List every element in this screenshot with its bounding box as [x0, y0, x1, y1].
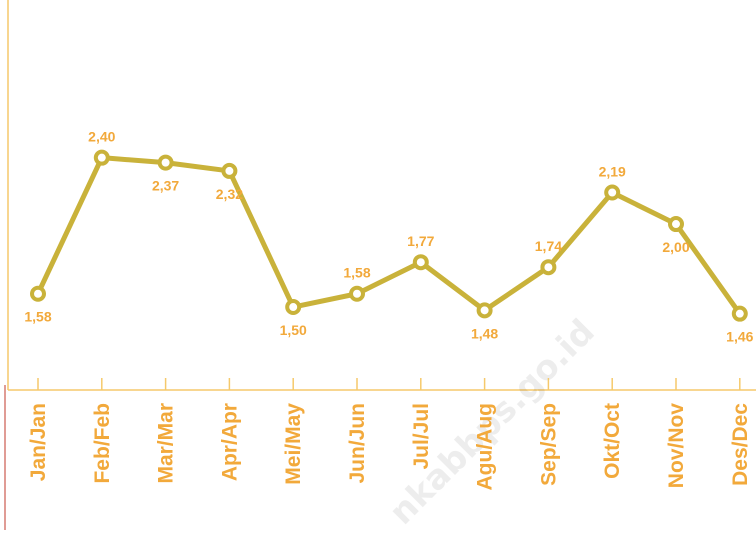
- marker: [221, 162, 238, 179]
- x-tick-label: Agu/Aug: [474, 403, 497, 490]
- marker: [476, 302, 493, 319]
- x-tick-label: Jan/Jan: [27, 403, 50, 481]
- data-label: 1,50: [280, 322, 307, 338]
- x-tick-label: Jun/Jun: [346, 403, 369, 484]
- data-label: 1,48: [471, 325, 498, 341]
- marker: [540, 259, 557, 276]
- marker: [412, 254, 429, 271]
- x-tick-label: Okt/Oct: [601, 403, 624, 479]
- x-tick-label: Jul/Jul: [410, 403, 433, 470]
- data-label: 1,77: [407, 233, 434, 249]
- data-label: 1,46: [726, 329, 753, 345]
- marker: [604, 184, 621, 201]
- x-tick-label: Mei/May: [282, 403, 305, 485]
- data-label: 1,58: [24, 309, 51, 325]
- marker: [285, 299, 302, 316]
- x-tick-label: Nov/Nov: [665, 403, 688, 489]
- data-label: 2,00: [662, 239, 689, 255]
- x-tick-label: Sep/Sep: [537, 403, 560, 486]
- x-tick-label: Apr/Apr: [218, 403, 241, 481]
- data-label: 1,74: [535, 238, 562, 254]
- marker: [93, 149, 110, 166]
- x-tick-label: Mar/Mar: [155, 403, 178, 484]
- marker: [731, 305, 748, 322]
- line: [35, 155, 742, 316]
- x-tick-label: Des/Dec: [729, 403, 752, 486]
- data-label: 2,40: [88, 129, 115, 145]
- data-label: 1,58: [343, 265, 370, 281]
- marker: [30, 285, 46, 302]
- data-label: 2,37: [152, 178, 179, 194]
- marker: [157, 154, 174, 171]
- marker: [349, 285, 365, 302]
- x-tick-label: Feb/Feb: [91, 403, 114, 484]
- data-label: 2,32: [216, 186, 243, 202]
- data-label: 2,19: [599, 164, 626, 180]
- marker: [668, 216, 684, 233]
